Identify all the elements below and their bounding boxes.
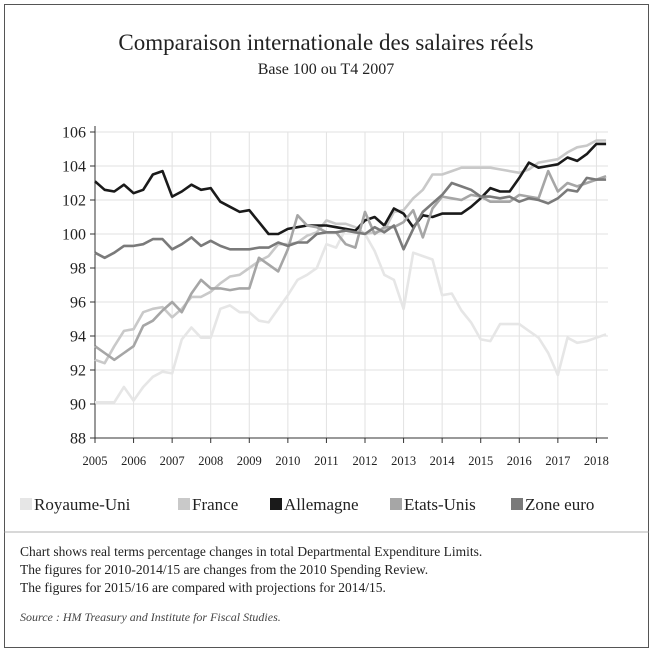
chart-title: Comparaison internationale des salaires … <box>118 30 533 55</box>
legend-label: France <box>192 495 238 514</box>
x-tick-label: 2006 <box>121 454 146 468</box>
x-tick-label: 2011 <box>314 454 339 468</box>
y-tick-label: 92 <box>70 363 86 380</box>
x-tick-label: 2015 <box>468 454 493 468</box>
legend-swatch <box>511 498 523 510</box>
legend-swatch <box>390 498 402 510</box>
legend-label: Allemagne <box>284 495 359 514</box>
x-tick-label: 2005 <box>83 454 108 468</box>
legend-swatch <box>20 498 32 510</box>
series-line <box>94 169 607 362</box>
x-tick-label: 2018 <box>584 454 609 468</box>
y-tick-label: 98 <box>70 261 86 278</box>
y-tick-label: 104 <box>62 159 86 176</box>
x-tick-label: 2016 <box>507 454 532 468</box>
legend-swatch <box>178 498 190 510</box>
y-tick-label: 96 <box>70 295 86 312</box>
x-tick-label: 2008 <box>198 454 223 468</box>
legend-swatch <box>270 498 282 510</box>
y-tick-label: 88 <box>70 431 86 448</box>
note: The figures for 2010-2014/15 are changes… <box>20 562 428 577</box>
series-line <box>94 142 607 236</box>
x-tick-label: 2013 <box>391 454 416 468</box>
y-tick-label: 94 <box>70 329 86 346</box>
series-line <box>94 176 607 260</box>
x-tick-label: 2017 <box>545 454 570 468</box>
source: Source : HM Treasury and Institute for F… <box>20 610 281 624</box>
y-tick-label: 100 <box>62 227 86 244</box>
note: Chart shows real terms percentage change… <box>20 544 482 559</box>
y-tick-label: 90 <box>70 397 86 414</box>
x-tick-label: 2007 <box>160 454 185 468</box>
legend-label: Zone euro <box>525 495 594 514</box>
chart-subtitle: Base 100 ou T4 2007 <box>258 61 395 78</box>
x-tick-label: 2009 <box>237 454 262 468</box>
y-tick-label: 102 <box>62 193 86 210</box>
x-tick-label: 2014 <box>430 454 456 468</box>
legend-label: Etats-Unis <box>404 495 476 514</box>
note: The figures for 2015/16 are compared wit… <box>20 580 386 595</box>
x-tick-label: 2012 <box>353 454 378 468</box>
y-tick-label: 106 <box>62 125 86 142</box>
legend-label: Royaume-Uni <box>34 495 131 514</box>
x-tick-label: 2010 <box>275 454 300 468</box>
